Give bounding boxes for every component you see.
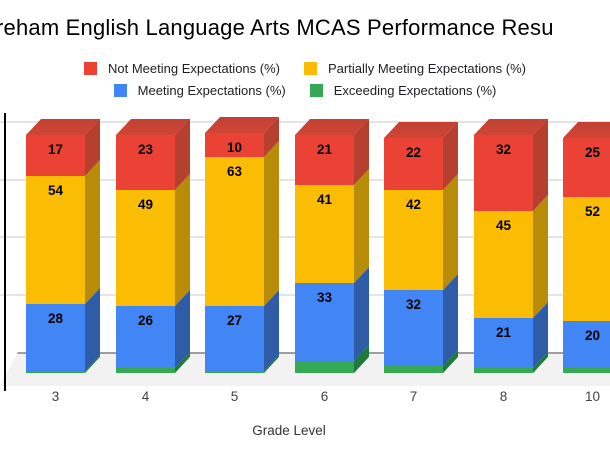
x-tick-label-5: 5: [230, 389, 239, 404]
bar-value-label: 17: [47, 142, 64, 157]
x-tick-label-10: 10: [584, 389, 601, 404]
bar-segment-8[interactable]: [474, 135, 533, 211]
bar-segment-4[interactable]: [116, 135, 175, 190]
bar-segment-3[interactable]: [26, 371, 85, 373]
bar-segment-4[interactable]: [116, 306, 175, 368]
bar-segment-7[interactable]: [384, 190, 443, 290]
legend-item-partially[interactable]: Partially Meeting Expectations (%): [303, 61, 526, 76]
x-tick-label-6: 6: [320, 389, 329, 404]
bar-value-label: 49: [137, 197, 154, 212]
bar-segment-4[interactable]: [116, 190, 175, 306]
bar-segment-6[interactable]: [295, 185, 354, 283]
gridline-0: [0, 121, 610, 123]
bar-segment-10[interactable]: [563, 321, 610, 368]
bar-segment-side: [354, 266, 369, 361]
bar-value-label: 42: [405, 197, 422, 212]
bar-value-label: 33: [316, 290, 333, 305]
bar-segment-8[interactable]: [474, 211, 533, 318]
bar-segment-side: [533, 118, 548, 211]
legend-item-meeting[interactable]: Meeting Expectations (%): [113, 83, 286, 98]
bar-segment-10[interactable]: [563, 138, 610, 197]
bar-value-label: 54: [47, 183, 64, 198]
legend-swatch-icon: [303, 62, 317, 75]
bar-segment-side: [443, 173, 458, 290]
legend-swatch-icon: [113, 84, 127, 97]
bar-value-label: 26: [137, 313, 154, 328]
bar-segment-4[interactable]: [116, 368, 175, 373]
bar-value-label: 25: [584, 145, 601, 160]
x-tick-label-7: 7: [409, 389, 418, 404]
bar-segment-7[interactable]: [384, 366, 443, 373]
bar-segment-side: [533, 194, 548, 318]
bar-segment-8[interactable]: [474, 318, 533, 368]
legend-label: Not Meeting Expectations (%): [108, 61, 280, 76]
chart-title: reham English Language Arts MCAS Perform…: [0, 15, 554, 40]
bar-segment-10[interactable]: [563, 368, 610, 373]
bar-value-label: 32: [405, 297, 422, 312]
bar-value-label: 22: [405, 145, 422, 160]
bar-segment-5[interactable]: [205, 133, 264, 157]
bar-value-label: 32: [495, 142, 512, 157]
bar-segment-5[interactable]: [205, 306, 264, 371]
x-tick-label-3: 3: [51, 389, 60, 404]
bar-value-label: 23: [137, 142, 154, 157]
legend-label: Meeting Expectations (%): [137, 83, 286, 98]
legend-swatch-icon: [84, 62, 98, 75]
bar-value-label: 10: [226, 140, 243, 155]
bar-value-label: 41: [316, 192, 333, 207]
bar-segment-side: [443, 273, 458, 366]
bar-value-label: 20: [584, 328, 601, 343]
bar-segment-10[interactable]: [563, 197, 610, 321]
bar-segment-8[interactable]: [474, 368, 533, 373]
legend-row-2: Meeting Expectations (%) Exceeding Expect…: [113, 83, 497, 98]
bar-segment-6[interactable]: [295, 135, 354, 185]
bar-segment-7[interactable]: [384, 290, 443, 366]
bar-top-face: [563, 122, 610, 138]
bar-segment-3[interactable]: [26, 304, 85, 371]
bar-segment-6[interactable]: [295, 283, 354, 361]
legend-item-not[interactable]: Not Meeting Expectations (%): [84, 61, 280, 76]
bar-segment-7[interactable]: [384, 138, 443, 190]
bar-segment-6[interactable]: [295, 361, 354, 373]
bar-segment-3[interactable]: [26, 176, 85, 304]
x-tick-label-8: 8: [499, 389, 508, 404]
bar-segment-5[interactable]: [205, 157, 264, 306]
bar-value-label: 21: [495, 325, 512, 340]
y-axis-line: [4, 113, 6, 391]
legend-label: Partially Meeting Expectations (%): [327, 61, 526, 76]
bar-value-label: 63: [226, 164, 243, 179]
bar-value-label: 27: [226, 313, 243, 328]
bar-segment-side: [85, 159, 100, 304]
bar-segment-3[interactable]: [26, 135, 85, 176]
x-axis-title: Grade Level: [252, 423, 326, 438]
legend-label: Exceeding Expectations (%): [333, 83, 497, 98]
bar-segment-side: [264, 140, 279, 306]
chart-legend: Not Meeting Expectations (%) Partially Me…: [0, 61, 610, 98]
x-tick-label-4: 4: [141, 389, 150, 404]
bar-value-label: 45: [495, 218, 512, 233]
bar-value-label: 21: [316, 142, 333, 157]
bar-segment-side: [354, 168, 369, 283]
bar-segment-5[interactable]: [205, 371, 264, 373]
bar-value-label: 52: [584, 204, 601, 219]
legend-item-exceeding[interactable]: Exceeding Expectations (%): [309, 83, 497, 98]
bar-segment-side: [175, 173, 190, 306]
bar-value-label: 28: [47, 311, 64, 326]
legend-swatch-icon: [309, 84, 323, 97]
legend-row-1: Not Meeting Expectations (%) Partially Me…: [84, 61, 526, 76]
